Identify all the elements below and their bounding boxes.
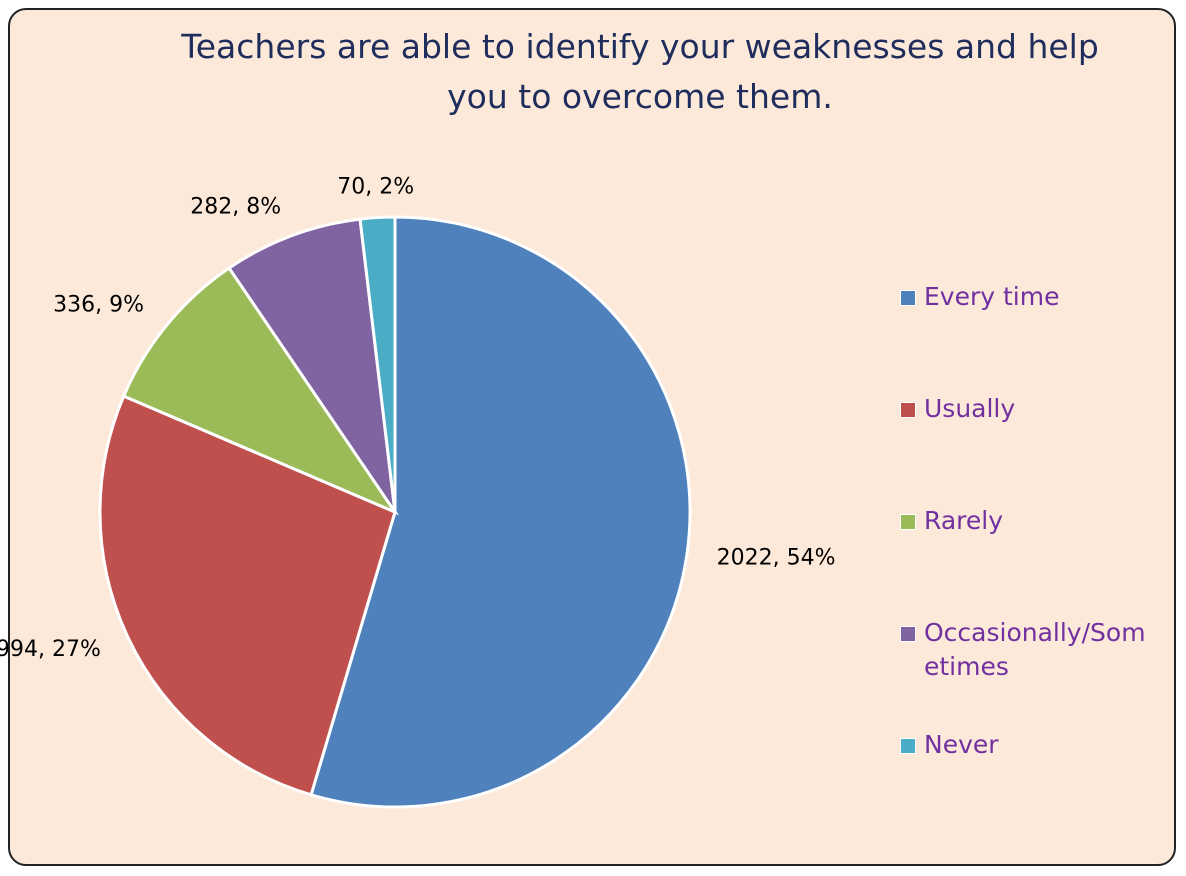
legend-entry: Occasionally/Sometimes — [900, 616, 1159, 684]
data-label: 2022, 54% — [717, 546, 836, 571]
legend-swatch — [900, 514, 916, 530]
legend-swatch — [900, 402, 916, 418]
data-label: 994, 27% — [0, 637, 101, 662]
legend-entry: Never — [900, 728, 1159, 762]
legend-entry: Every time — [900, 280, 1159, 314]
legend-label: Never — [924, 730, 999, 759]
legend-label: Rarely — [924, 506, 1003, 535]
legend-swatch — [900, 290, 916, 306]
pie-slice — [358, 215, 397, 513]
legend-swatch — [900, 738, 916, 754]
legend-swatch — [900, 626, 916, 642]
pie-slice — [227, 217, 397, 513]
data-label: 282, 8% — [190, 195, 281, 220]
chart-title: Teachers are able to identify your weakn… — [181, 27, 1099, 116]
legend-label: Usually — [924, 394, 1016, 423]
legend-entry: Rarely — [900, 504, 1159, 538]
legend-label: Occasionally/Sometimes — [924, 618, 1146, 681]
pie-slice — [309, 215, 692, 809]
pie-slice — [98, 394, 397, 797]
data-label: 336, 9% — [53, 292, 144, 317]
pie-slice — [121, 265, 400, 516]
legend-entry: Usually — [900, 392, 1159, 426]
legend-label: Every time — [924, 282, 1060, 311]
data-label: 70, 2% — [337, 175, 414, 200]
